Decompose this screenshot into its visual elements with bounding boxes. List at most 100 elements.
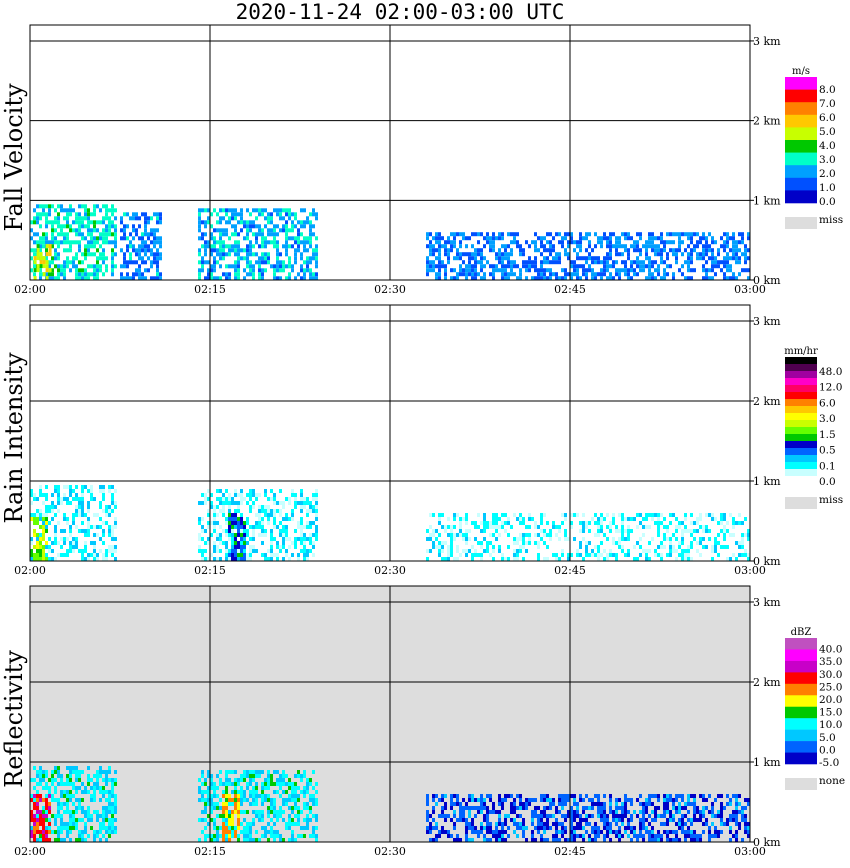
data-cell [726,794,729,798]
data-cell [66,798,69,802]
data-cell [81,276,84,280]
data-cell [108,525,111,529]
data-cell [249,272,252,277]
data-cell [57,220,60,225]
data-cell [105,541,108,545]
data-cell [663,517,666,521]
data-cell [219,493,222,497]
data-cell [294,774,297,778]
data-cell [72,786,75,790]
data-cell [453,244,456,249]
data-cell [501,521,504,525]
data-cell [459,256,462,261]
data-cell [294,252,297,257]
data-cell [657,248,660,253]
data-cell [735,814,738,818]
data-cell [90,541,93,545]
data-cell [504,272,507,277]
data-cell [69,778,72,782]
data-cell [480,557,483,561]
data-cell [663,798,666,802]
data-cell [255,770,258,774]
data-cell [435,513,438,517]
data-cell [705,513,708,517]
data-cell [444,806,447,810]
data-cell [291,244,294,249]
data-cell [306,264,309,269]
data-cell [66,501,69,505]
data-cell [666,838,669,842]
data-cell [675,529,678,533]
data-cell [708,830,711,834]
data-cell [297,248,300,253]
data-cell [39,264,43,269]
data-cell [285,212,288,217]
data-cell [228,493,231,497]
data-cell [573,260,576,265]
data-cell [681,830,684,834]
data-cell [726,521,729,525]
data-cell [258,770,261,774]
data-cell [495,826,498,830]
data-cell [567,810,570,814]
data-cell [561,798,564,802]
data-cell [513,798,516,802]
data-cell [582,256,585,261]
data-cell [474,798,477,802]
data-cell [45,216,48,221]
data-cell [72,818,75,822]
data-cell [492,830,495,834]
data-cell [132,244,135,249]
data-cell [684,814,687,818]
data-cell [540,818,543,822]
data-cell [48,790,51,794]
data-cell [303,545,306,549]
data-cell [612,232,615,237]
colorbar-label: 10.0 [819,719,842,731]
data-cell [540,268,543,273]
data-cell [306,818,309,822]
data-cell [552,260,555,265]
data-cell [432,826,435,830]
data-cell [75,790,78,794]
data-cell [426,818,429,822]
data-cell [507,272,510,277]
data-cell [66,485,69,489]
data-cell [720,794,723,798]
data-cell [33,220,36,225]
data-cell [75,818,78,822]
data-cell [243,537,246,541]
data-cell [573,802,576,806]
data-cell [276,525,279,529]
data-cell [84,549,87,553]
data-cell [294,240,297,245]
data-cell [255,497,258,501]
data-cell [33,272,36,277]
data-cell [522,521,525,525]
data-cell [237,802,240,806]
data-cell [501,541,504,545]
data-cell [609,822,612,826]
data-cell [699,553,702,557]
data-cell [639,232,642,237]
data-cell [300,517,303,521]
data-cell [45,220,48,225]
data-cell [504,557,507,561]
data-cell [498,822,501,826]
data-cell [291,806,294,810]
data-cell [45,806,48,810]
data-cell [315,814,318,818]
data-cell [105,553,108,557]
data-cell [108,810,111,814]
data-cell [198,501,201,505]
data-cell [597,830,600,834]
data-cell [207,216,210,221]
data-cell [600,802,603,806]
data-cell [78,240,81,245]
data-cell [714,537,717,541]
data-cell [234,557,237,561]
data-cell [240,228,243,233]
data-cell [687,810,690,814]
colorbar-unit: dBZ [791,627,812,638]
data-cell [147,220,150,225]
